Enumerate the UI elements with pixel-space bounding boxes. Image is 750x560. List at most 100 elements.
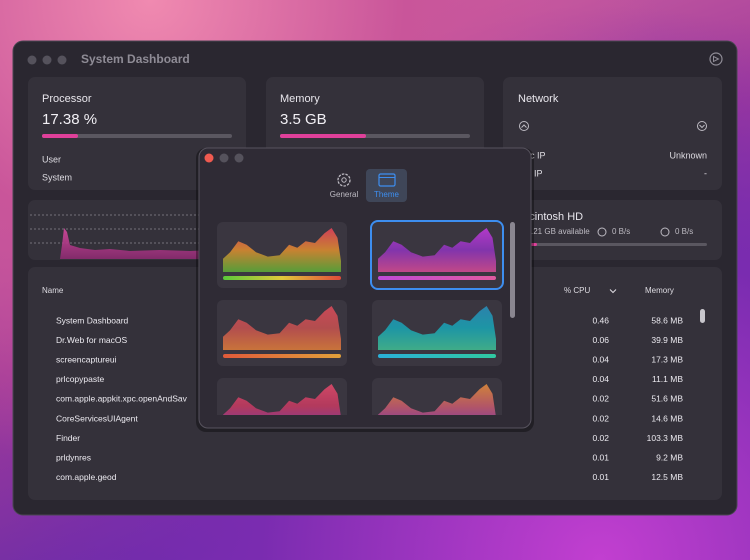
window-close[interactable] (204, 153, 214, 163)
card (28, 77, 246, 190)
process-name: System Dashboard (56, 315, 129, 325)
theme-preview (223, 228, 341, 272)
label: System (42, 172, 72, 182)
disk-speed: 0 B/s (675, 227, 693, 236)
network-value: - (704, 168, 707, 178)
table-row[interactable]: prldynres 0.01 9.2 MB (56, 452, 683, 462)
process-name: Finder (56, 433, 80, 443)
theme-bar (223, 276, 341, 280)
process-memory: 12.5 MB (651, 472, 683, 482)
label: User (42, 154, 61, 164)
gear-icon-center (341, 177, 347, 183)
table-row[interactable]: com.apple.geod 0.01 12.5 MB (56, 472, 683, 482)
process-name: prlcopypaste (56, 374, 104, 384)
table-row[interactable]: Dr.Web for macOS 0.06 39.9 MB (56, 335, 683, 345)
theme-option[interactable] (217, 222, 347, 288)
process-cpu: 0.04 (592, 354, 609, 364)
process-cpu: 0.01 (592, 472, 609, 482)
process-name: prldynres (56, 452, 91, 462)
process-cpu: 0.02 (592, 433, 609, 443)
theme-option[interactable] (370, 220, 504, 290)
column-header: % CPU (564, 286, 590, 295)
theme-option[interactable] (217, 300, 347, 366)
table-row[interactable]: CoreServicesUIAgent 0.02 14.6 MB (56, 413, 683, 423)
theme-bar (223, 354, 341, 358)
table-row[interactable]: System Dashboard 0.46 58.6 MB (56, 315, 683, 325)
process-cpu: 0.02 (592, 394, 609, 404)
network-icon-arrow (521, 124, 527, 128)
theme-grid (217, 220, 504, 444)
theme-preview (223, 306, 341, 350)
gear-icon (337, 173, 351, 187)
process-memory: 103.3 MB (647, 433, 684, 443)
process-cpu: 0.06 (592, 335, 609, 345)
theme-preview (378, 228, 496, 272)
settings-button[interactable] (709, 52, 723, 66)
process-name: com.apple.appkit.xpc.openAndSav (56, 394, 188, 404)
table-row[interactable]: prlcopypaste 0.04 11.1 MB (56, 374, 683, 384)
window-control[interactable] (219, 153, 229, 163)
scroll-indicator (700, 309, 705, 323)
tab[interactable]: General (330, 173, 359, 199)
window-control[interactable] (42, 55, 52, 65)
process-memory: 17.3 MB (651, 354, 683, 364)
network-icon (519, 121, 529, 131)
table-row[interactable]: screencaptureui 0.04 17.3 MB (56, 354, 683, 364)
tab-label: General (330, 190, 359, 199)
card-title: Network (518, 93, 559, 105)
process-name: screencaptureui (56, 354, 117, 364)
settings-icon (713, 55, 720, 63)
process-memory: 11.1 MB (652, 374, 683, 384)
card-title: Processor (42, 93, 92, 105)
tab-selected[interactable]: Theme (366, 169, 407, 202)
progress-track (531, 243, 707, 246)
theme-icon (378, 173, 396, 187)
theme-option[interactable] (372, 300, 502, 366)
process-cpu: 0.02 (592, 413, 609, 423)
process-cpu: 0.01 (592, 452, 609, 462)
disk-speed: 0 B/s (612, 227, 630, 236)
process-memory: 9.2 MB (656, 452, 683, 462)
process-cpu: 0.46 (592, 315, 609, 325)
network-value: Unknown (669, 150, 707, 160)
card-value: 17.38 % (42, 111, 97, 128)
disk-icon (660, 227, 670, 237)
tab-label: Theme (374, 190, 399, 199)
theme-bar (378, 276, 496, 280)
table-row[interactable]: Finder 0.02 103.3 MB (56, 433, 683, 443)
theme-option[interactable] (372, 378, 502, 444)
disk-icon (597, 227, 607, 237)
window-title: System Dashboard (81, 52, 190, 66)
process-memory: 51.6 MB (651, 394, 683, 404)
disk-available: .21 GB available (531, 227, 590, 236)
process-memory: 39.9 MB (651, 335, 683, 345)
window-control[interactable] (234, 153, 244, 163)
selection-border (370, 220, 504, 290)
progress-track (42, 134, 232, 138)
table-row[interactable]: com.apple.appkit.xpc.openAndSav 0.02 51.6 … (56, 394, 683, 404)
theme-option[interactable] (217, 378, 347, 444)
process-name: Dr.Web for macOS (56, 335, 127, 345)
theme-bar (378, 354, 496, 358)
column-header: Name (42, 286, 64, 295)
theme-preview (378, 384, 496, 415)
network-icon (697, 121, 707, 131)
process-cpu: 0.04 (592, 374, 609, 384)
cpu-graph (60, 228, 244, 259)
column-header: Memory (645, 286, 674, 295)
progress-fill (531, 243, 537, 246)
card-value: 3.5 GB (280, 111, 327, 128)
theme-preview (378, 306, 496, 350)
process-name: com.apple.geod (56, 472, 117, 482)
window-control[interactable] (57, 55, 67, 65)
network-icon-arrow (699, 124, 705, 129)
window-control[interactable] (27, 55, 37, 65)
card (503, 77, 722, 190)
theme-preview (223, 384, 341, 415)
sort-indicator (609, 289, 617, 294)
progress-fill (42, 134, 78, 138)
process-memory: 14.6 MB (651, 413, 683, 423)
process-name: CoreServicesUIAgent (56, 413, 138, 423)
